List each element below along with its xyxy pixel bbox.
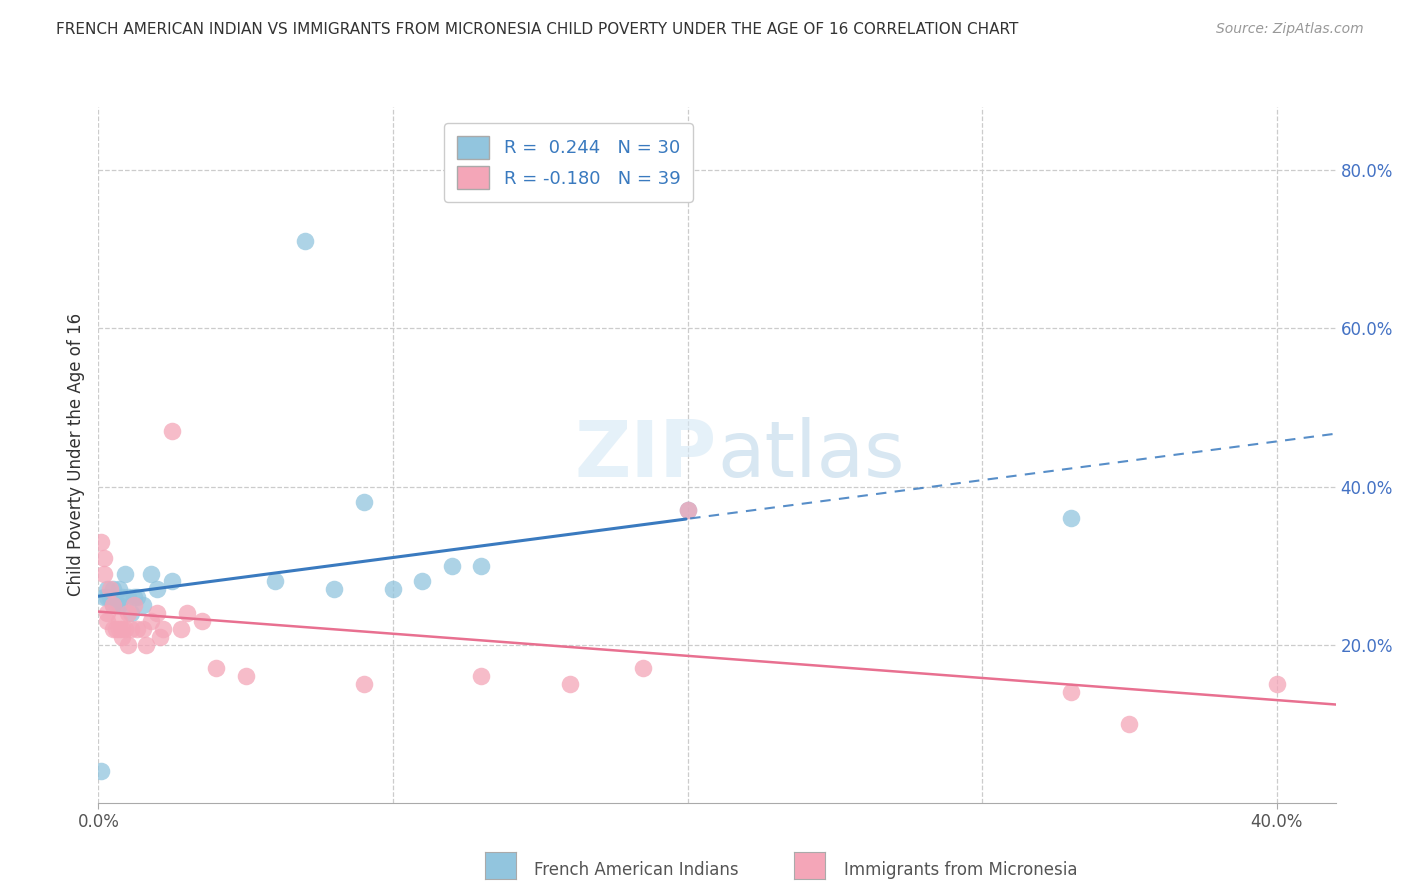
- Point: [105, 622, 128, 636]
- Point: [98, 591, 121, 605]
- Text: Source: ZipAtlas.com: Source: ZipAtlas.com: [1216, 22, 1364, 37]
- Point: [264, 574, 287, 589]
- Point: [146, 582, 169, 597]
- Point: [96, 591, 118, 605]
- Y-axis label: Child Poverty Under the Age of 16: Child Poverty Under the Age of 16: [66, 313, 84, 597]
- Point: [96, 606, 118, 620]
- Point: [176, 606, 198, 620]
- Point: [93, 566, 115, 581]
- Point: [120, 606, 142, 620]
- Point: [90, 764, 112, 779]
- Point: [353, 495, 375, 509]
- Point: [117, 606, 139, 620]
- Point: [190, 614, 212, 628]
- Point: [105, 598, 128, 612]
- Point: [93, 550, 115, 565]
- Point: [160, 424, 183, 438]
- Point: [108, 622, 131, 636]
- Point: [111, 630, 134, 644]
- Point: [114, 622, 136, 636]
- Point: [108, 582, 131, 597]
- Point: [101, 622, 124, 636]
- Point: [111, 591, 134, 605]
- Point: [111, 622, 134, 636]
- Text: FRENCH AMERICAN INDIAN VS IMMIGRANTS FROM MICRONESIA CHILD POVERTY UNDER THE AGE: FRENCH AMERICAN INDIAN VS IMMIGRANTS FRO…: [56, 22, 1018, 37]
- Point: [676, 503, 699, 517]
- Text: Immigrants from Micronesia: Immigrants from Micronesia: [844, 861, 1077, 879]
- Point: [101, 582, 124, 597]
- Point: [411, 574, 433, 589]
- Point: [114, 566, 136, 581]
- Point: [96, 614, 118, 628]
- Point: [90, 534, 112, 549]
- Point: [117, 638, 139, 652]
- Point: [676, 503, 699, 517]
- Point: [1118, 716, 1140, 731]
- Point: [205, 661, 228, 675]
- Point: [440, 558, 463, 573]
- Point: [108, 598, 131, 612]
- Text: ZIP: ZIP: [575, 417, 717, 493]
- Point: [294, 235, 316, 249]
- Point: [160, 574, 183, 589]
- Point: [108, 614, 131, 628]
- Point: [1265, 677, 1288, 691]
- Point: [353, 677, 375, 691]
- Legend: R =  0.244   N = 30, R = -0.180   N = 39: R = 0.244 N = 30, R = -0.180 N = 39: [444, 123, 693, 202]
- Point: [131, 598, 153, 612]
- Point: [633, 661, 655, 675]
- Point: [122, 591, 145, 605]
- Point: [558, 677, 581, 691]
- Point: [152, 622, 174, 636]
- Point: [98, 582, 121, 597]
- Point: [149, 630, 172, 644]
- Point: [470, 669, 492, 683]
- Point: [382, 582, 405, 597]
- Point: [470, 558, 492, 573]
- Point: [125, 622, 148, 636]
- Point: [141, 614, 163, 628]
- Text: French American Indians: French American Indians: [534, 861, 740, 879]
- Point: [101, 598, 124, 612]
- Point: [122, 598, 145, 612]
- Point: [146, 606, 169, 620]
- Point: [1059, 685, 1081, 699]
- Point: [101, 598, 124, 612]
- Point: [1059, 511, 1081, 525]
- Point: [141, 566, 163, 581]
- Point: [117, 591, 139, 605]
- Point: [131, 622, 153, 636]
- Point: [170, 622, 193, 636]
- Point: [93, 591, 115, 605]
- Text: atlas: atlas: [717, 417, 904, 493]
- Point: [235, 669, 257, 683]
- Point: [96, 582, 118, 597]
- Point: [125, 591, 148, 605]
- Point: [135, 638, 157, 652]
- Point: [120, 622, 142, 636]
- Point: [323, 582, 346, 597]
